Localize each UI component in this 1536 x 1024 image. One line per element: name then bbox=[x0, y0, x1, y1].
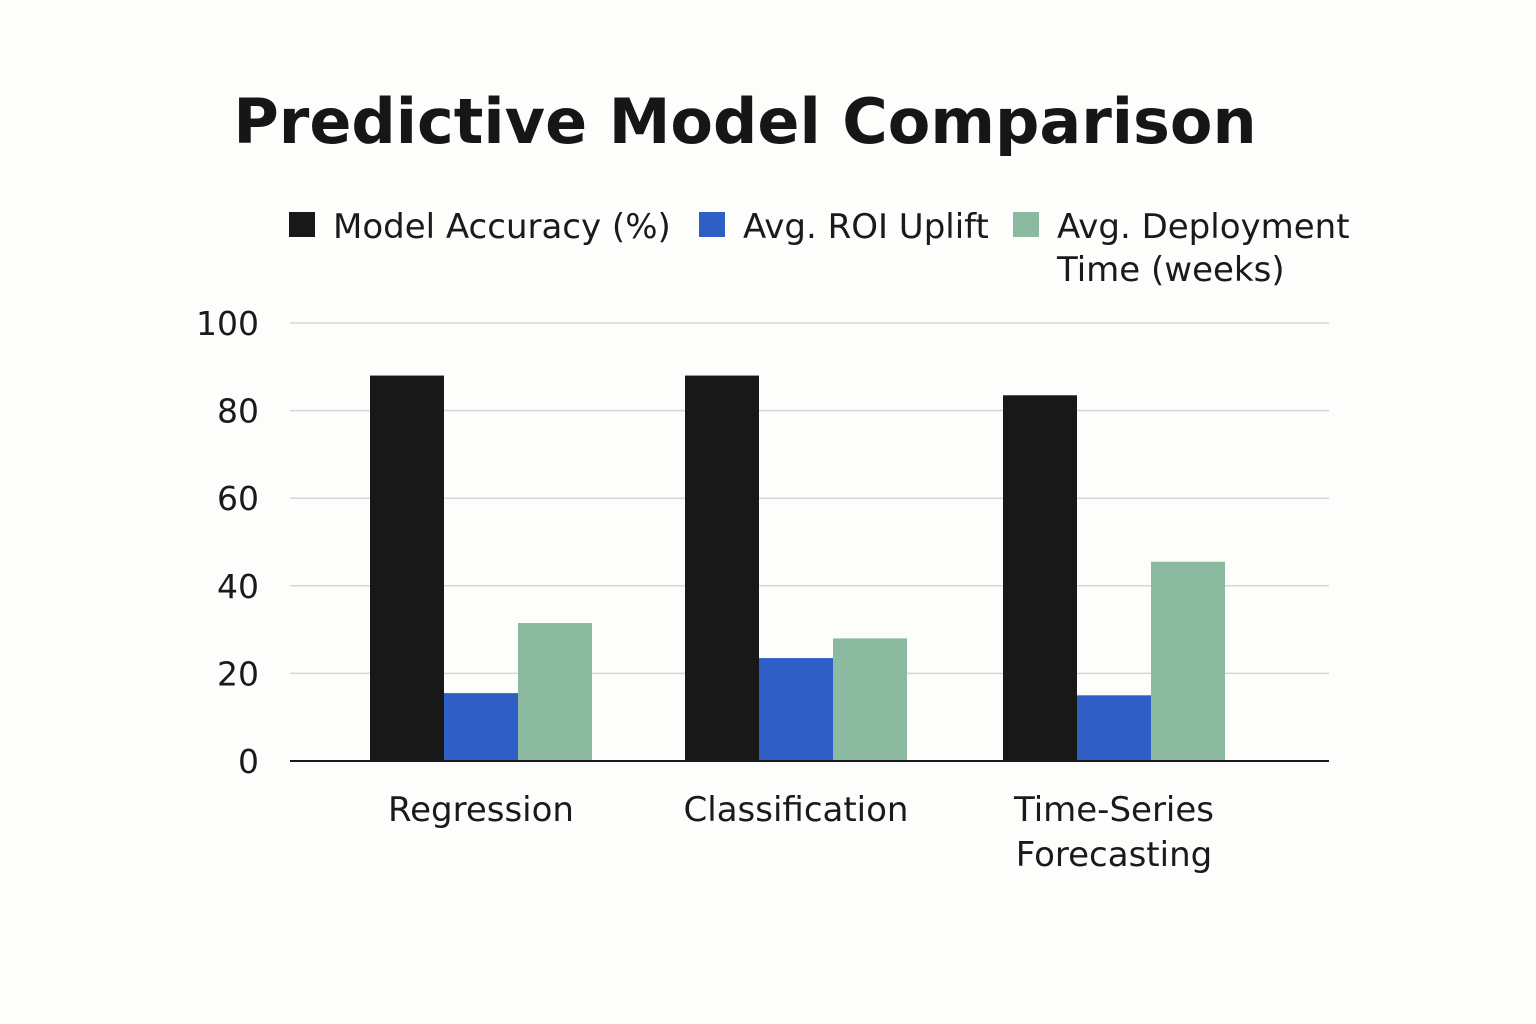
bar-group bbox=[1003, 395, 1225, 761]
legend: Model Accuracy (%) Avg. ROI Uplift Avg. De… bbox=[289, 207, 1350, 290]
x-tick-label: Regression bbox=[388, 790, 574, 830]
legend-label-line: Model Accuracy (%) bbox=[333, 207, 671, 247]
legend-label: Avg. Deployment Time (weeks) bbox=[1056, 207, 1350, 290]
bar-avg-roi-uplift bbox=[444, 693, 518, 761]
legend-swatch bbox=[1013, 212, 1039, 237]
legend-item: Model Accuracy (%) bbox=[289, 207, 671, 247]
legend-label: Avg. ROI Uplift bbox=[743, 207, 989, 247]
bars bbox=[370, 375, 1225, 761]
legend-item: Avg. Deployment Time (weeks) bbox=[1013, 207, 1350, 290]
y-tick-label: 80 bbox=[217, 392, 259, 431]
x-tick-label: Classification bbox=[684, 790, 909, 830]
x-tick-label-line: Forecasting bbox=[1016, 835, 1212, 875]
legend-swatch bbox=[699, 212, 725, 237]
y-tick-label: 0 bbox=[238, 742, 259, 781]
x-tick-label-line: Classification bbox=[684, 790, 909, 830]
y-axis: 0 20 40 60 80 100 bbox=[196, 304, 259, 781]
y-tick-label: 40 bbox=[217, 567, 259, 606]
bar-model-accuracy bbox=[370, 375, 444, 761]
y-tick-label: 60 bbox=[217, 479, 259, 518]
bar-group bbox=[685, 375, 907, 761]
bar-model-accuracy bbox=[1003, 395, 1077, 761]
bar-avg-deployment-time-weeks bbox=[1151, 561, 1225, 761]
legend-label-line: Avg. ROI Uplift bbox=[743, 207, 989, 247]
bar-avg-deployment-time-weeks bbox=[833, 638, 907, 761]
bar-avg-deployment-time-weeks bbox=[518, 623, 592, 761]
x-tick-label: Time-Series Forecasting bbox=[1013, 790, 1214, 875]
x-tick-label-line: Time-Series bbox=[1013, 790, 1214, 830]
legend-item: Avg. ROI Uplift bbox=[699, 207, 989, 247]
legend-swatch bbox=[289, 212, 315, 237]
legend-label: Model Accuracy (%) bbox=[333, 207, 671, 247]
legend-label-line: Avg. Deployment bbox=[1057, 207, 1350, 247]
chart-title: Predictive Model Comparison bbox=[233, 85, 1256, 158]
legend-label-line: Time (weeks) bbox=[1056, 250, 1285, 290]
bar-group bbox=[370, 375, 592, 761]
bar-model-accuracy bbox=[685, 375, 759, 761]
bar-avg-roi-uplift bbox=[759, 658, 833, 761]
x-tick-label-line: Regression bbox=[388, 790, 574, 830]
y-tick-label: 20 bbox=[217, 654, 259, 693]
bar-avg-roi-uplift bbox=[1077, 695, 1151, 761]
y-tick-label: 100 bbox=[196, 304, 259, 343]
x-axis: Regression Classification Time-Series Forec… bbox=[290, 760, 1329, 875]
